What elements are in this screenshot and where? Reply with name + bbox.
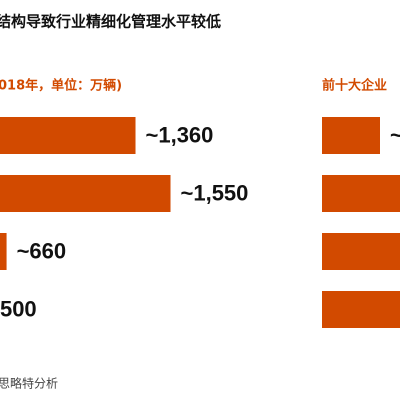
bar	[322, 175, 400, 212]
source-note: 思略特分析	[0, 376, 58, 391]
value-label: ~	[390, 122, 400, 147]
value-label: ~1,550	[181, 180, 249, 205]
bar	[322, 117, 380, 154]
bar	[0, 233, 7, 270]
bar	[0, 175, 171, 212]
bar	[322, 291, 400, 328]
bar	[0, 117, 136, 154]
slide-title: 结构导致行业精细化管理水平较低	[0, 13, 221, 31]
value-label: ~1,360	[146, 122, 214, 147]
value-label: ~500	[0, 296, 37, 321]
value-label: ~660	[17, 238, 67, 263]
chart-subtitle: 前十大企业	[322, 78, 387, 94]
bar	[322, 233, 400, 270]
chart-subtitle: 018年，单位：万辆)	[0, 78, 122, 94]
